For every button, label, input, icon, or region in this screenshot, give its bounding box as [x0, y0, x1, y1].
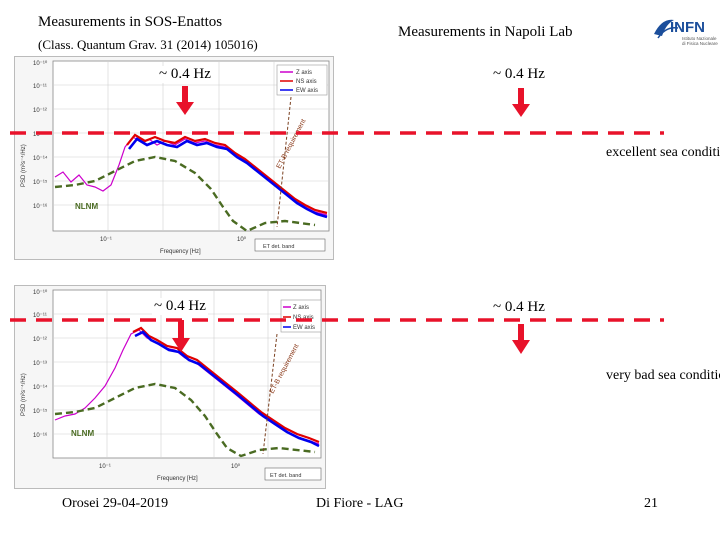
- ytick: 10⁻¹¹: [33, 313, 47, 319]
- ytick: 10⁻¹⁶: [33, 432, 48, 439]
- ytick: 10⁻¹³: [33, 361, 47, 367]
- series-ew: [134, 330, 320, 448]
- et-requirement-line: [276, 96, 292, 228]
- xtick: 10⁰: [231, 463, 241, 470]
- nlnm-label: NLNM: [71, 429, 94, 438]
- nlnm-curve: [54, 382, 316, 458]
- logo-mark-icon: [654, 19, 679, 39]
- freq-label-bottom-right: ~ 0.4 Hz: [493, 299, 545, 315]
- ytick: 10⁻¹⁵: [33, 179, 48, 186]
- ytick: 10⁻¹⁵: [33, 408, 48, 415]
- psd-plot-bottom: 10⁻¹⁰ 10⁻¹¹ 10⁻¹² 10⁻¹³ 10⁻¹⁴ 10⁻¹⁵ 10⁻¹…: [14, 285, 326, 489]
- series-ew: [127, 137, 328, 219]
- freq-label-bottom-left: ~ 0.4 Hz: [152, 298, 208, 315]
- et-requirement-line: [262, 333, 278, 455]
- legend-ew: EW axis: [293, 325, 315, 331]
- y-axis-label: PSD (m²s⁻⁴/Hz): [20, 144, 27, 187]
- ytick: 10⁻¹³: [33, 132, 47, 138]
- page-number: 21: [644, 496, 658, 511]
- xtick: 10⁻¹: [100, 237, 112, 243]
- legend-ns: NS axis: [293, 315, 314, 321]
- ytick: 10⁻¹⁰: [33, 289, 48, 296]
- arrow-down-icon: [512, 324, 530, 354]
- infn-logo: INFN Istituto Nazionale di Fisica Nuclea…: [652, 12, 720, 50]
- ytick: 10⁻¹⁰: [33, 60, 48, 67]
- xtick: 10⁰: [237, 236, 247, 243]
- title-napoli-lab: Measurements in Napoli Lab: [398, 24, 573, 40]
- svg-text:di Fisica Nucleare: di Fisica Nucleare: [682, 41, 718, 46]
- title-sos-enattos: Measurements in SOS-Enattos: [38, 14, 223, 30]
- arrow-down-icon: [512, 88, 530, 117]
- citation: (Class. Quantum Grav. 31 (2014) 105016): [38, 37, 258, 52]
- ytick: 10⁻¹¹: [33, 84, 47, 90]
- legend-ew: EW axis: [296, 88, 318, 94]
- note-bad-sea: very bad sea conditions: [606, 368, 720, 383]
- series-ns: [132, 326, 320, 444]
- ytick: 10⁻¹²: [33, 337, 47, 343]
- ytick: 10⁻¹⁶: [33, 203, 48, 210]
- ytick: 10⁻¹⁴: [33, 155, 48, 162]
- svg-text:Istituto Nazionale: Istituto Nazionale: [682, 36, 717, 41]
- x-axis-label: Frequency [Hz]: [160, 249, 201, 255]
- freq-label-top-left: ~ 0.4 Hz: [157, 66, 213, 83]
- ytick: 10⁻¹⁴: [33, 384, 48, 391]
- x-axis-label: Frequency [Hz]: [157, 476, 198, 482]
- xtick: 10⁻¹: [99, 464, 111, 470]
- footer-date: Orosei 29-04-2019: [62, 496, 169, 511]
- psd-plot-top: 10⁻¹⁰ 10⁻¹¹ 10⁻¹² 10⁻¹³ 10⁻¹⁴ 10⁻¹⁵ 10⁻¹…: [14, 56, 334, 260]
- legend-ns: NS axis: [296, 79, 317, 85]
- y-axis-label: PSD (m²s⁻⁴/Hz): [20, 373, 27, 416]
- footer-author: Di Fiore - LAG: [316, 496, 404, 511]
- note-excellent-sea: excellent sea conditions: [606, 145, 720, 160]
- et-band-label: ET det. band: [270, 473, 301, 479]
- logo-text: INFN: [670, 19, 705, 36]
- series-ns: [126, 133, 328, 215]
- nlnm-label: NLNM: [75, 202, 98, 211]
- legend-z: Z axis: [293, 305, 309, 311]
- ytick: 10⁻¹²: [33, 108, 47, 114]
- et-band-label: ET det. band: [263, 244, 294, 250]
- arrow-down-icon: [172, 320, 190, 352]
- arrow-down-icon: [176, 86, 194, 115]
- nlnm-curve: [54, 155, 316, 233]
- freq-label-top-right: ~ 0.4 Hz: [493, 66, 545, 82]
- legend-z: Z axis: [296, 70, 312, 76]
